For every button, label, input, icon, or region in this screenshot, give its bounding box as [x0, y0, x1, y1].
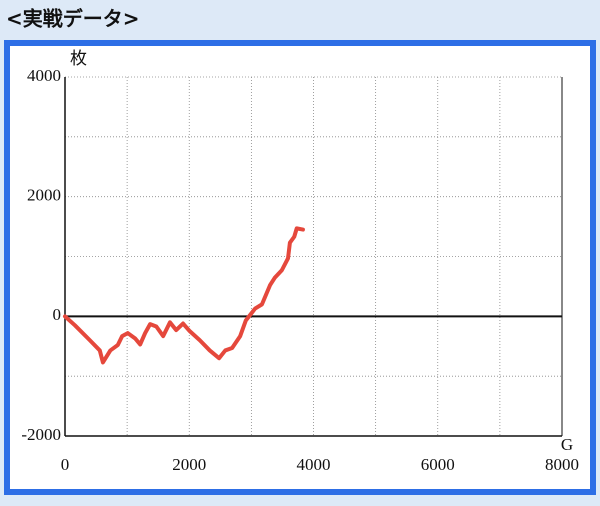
chart-title: <実戦データ>	[6, 7, 140, 31]
chart-frame	[4, 40, 596, 495]
y-tick-label: -2000	[21, 425, 61, 444]
x-tick-label: 4000	[297, 455, 331, 474]
x-tick-label: 6000	[421, 455, 455, 474]
y-tick-label: 2000	[27, 186, 61, 205]
data-line	[63, 226, 305, 365]
x-tick-label: 0	[61, 455, 70, 474]
x-axis-label: G	[561, 435, 573, 454]
y-axis-label: 枚	[70, 49, 87, 68]
x-tick-label: 2000	[172, 455, 206, 474]
y-tick-label: 4000	[27, 66, 61, 85]
x-tick-label: 8000	[545, 455, 579, 474]
y-tick-label: 0	[53, 305, 62, 324]
